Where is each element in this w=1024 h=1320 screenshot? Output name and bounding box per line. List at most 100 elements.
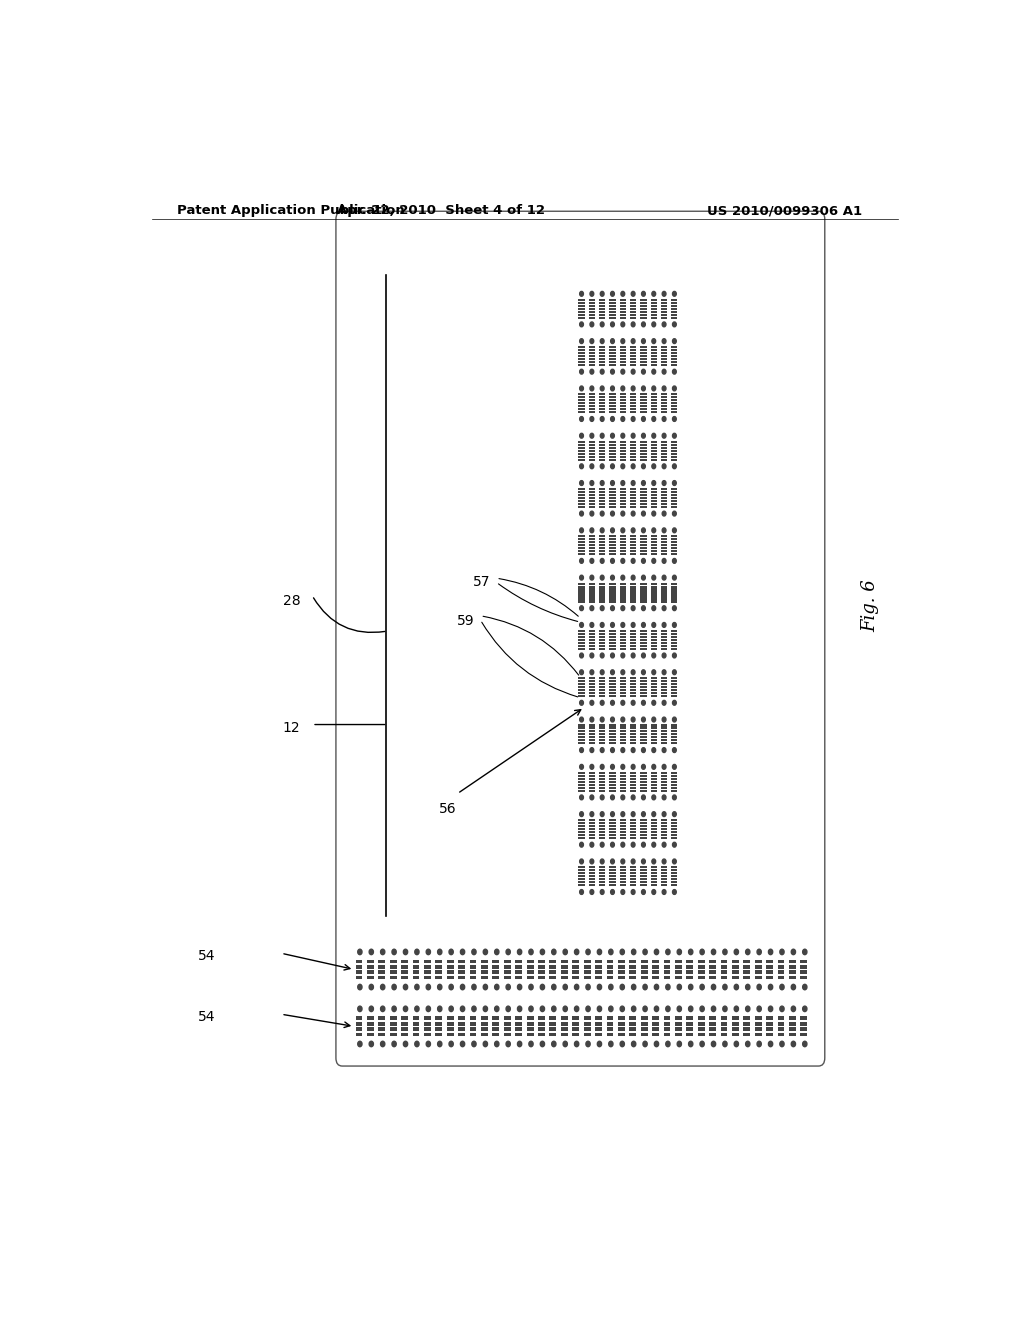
Bar <box>413 1032 420 1036</box>
Circle shape <box>734 1006 738 1011</box>
Bar <box>589 458 595 461</box>
Circle shape <box>621 433 625 438</box>
Circle shape <box>652 890 655 895</box>
Bar <box>589 541 595 544</box>
Circle shape <box>357 949 362 954</box>
Circle shape <box>673 433 676 438</box>
Circle shape <box>663 385 666 391</box>
Bar <box>686 1032 693 1036</box>
Bar <box>617 970 625 974</box>
Circle shape <box>663 576 666 579</box>
Bar <box>620 408 626 411</box>
Circle shape <box>600 370 604 374</box>
Circle shape <box>631 511 635 516</box>
Circle shape <box>666 1006 670 1011</box>
Bar <box>606 1016 613 1020</box>
Circle shape <box>652 842 655 847</box>
Bar <box>609 358 615 360</box>
Circle shape <box>590 511 594 516</box>
Bar <box>609 696 615 697</box>
Bar <box>660 496 668 499</box>
Circle shape <box>642 528 645 533</box>
Bar <box>650 875 656 878</box>
Bar <box>504 1016 511 1020</box>
Bar <box>650 544 656 546</box>
Bar <box>672 305 678 306</box>
Bar <box>367 1027 374 1031</box>
Bar <box>599 594 605 597</box>
Bar <box>378 1016 385 1020</box>
Bar <box>630 632 636 635</box>
Bar <box>458 970 465 974</box>
Bar <box>630 553 636 556</box>
Bar <box>650 642 656 644</box>
Bar <box>620 310 626 313</box>
Bar <box>589 692 595 694</box>
Circle shape <box>600 480 604 486</box>
Bar <box>640 446 646 449</box>
Bar <box>650 837 656 840</box>
Bar <box>630 594 636 597</box>
Circle shape <box>461 949 465 954</box>
Bar <box>599 780 605 783</box>
Bar <box>504 1027 511 1031</box>
Circle shape <box>552 949 556 954</box>
Bar <box>660 550 668 552</box>
Bar <box>650 780 656 783</box>
Bar <box>630 403 636 404</box>
Bar <box>599 358 605 360</box>
Bar <box>609 734 615 735</box>
Bar <box>589 789 595 792</box>
Bar <box>609 496 615 499</box>
Bar <box>650 689 656 692</box>
Circle shape <box>792 1041 796 1047</box>
Bar <box>579 305 585 306</box>
Bar <box>650 589 656 590</box>
Bar <box>599 355 605 356</box>
Bar <box>424 970 431 974</box>
Bar <box>672 648 678 649</box>
Bar <box>599 686 605 688</box>
Bar <box>743 1032 751 1036</box>
Bar <box>470 975 476 979</box>
Bar <box>579 348 585 351</box>
Circle shape <box>803 985 807 990</box>
Bar <box>620 882 626 883</box>
Circle shape <box>652 339 655 343</box>
Bar <box>650 594 656 597</box>
Bar <box>620 496 626 499</box>
Bar <box>589 399 595 401</box>
Bar <box>672 689 678 692</box>
Bar <box>650 582 656 585</box>
Circle shape <box>580 322 584 327</box>
Bar <box>609 725 615 726</box>
Circle shape <box>610 747 614 752</box>
Bar <box>630 589 636 590</box>
Circle shape <box>541 985 545 990</box>
Bar <box>595 965 602 969</box>
Bar <box>579 458 585 461</box>
Bar <box>660 444 668 446</box>
Circle shape <box>590 528 594 533</box>
Circle shape <box>631 795 635 800</box>
Circle shape <box>415 985 419 990</box>
Bar <box>650 408 656 411</box>
Bar <box>650 360 656 363</box>
Bar <box>609 393 615 396</box>
Bar <box>672 450 678 451</box>
Bar <box>579 506 585 508</box>
Circle shape <box>654 1041 658 1047</box>
Bar <box>641 960 647 964</box>
Bar <box>790 1027 796 1031</box>
Bar <box>766 960 773 964</box>
Bar <box>672 317 678 318</box>
Bar <box>589 828 595 830</box>
Bar <box>599 878 605 880</box>
Bar <box>435 1027 442 1031</box>
Circle shape <box>631 558 635 564</box>
Circle shape <box>652 480 655 486</box>
Bar <box>660 780 668 783</box>
Bar <box>572 1022 580 1026</box>
Bar <box>650 358 656 360</box>
Circle shape <box>590 795 594 800</box>
